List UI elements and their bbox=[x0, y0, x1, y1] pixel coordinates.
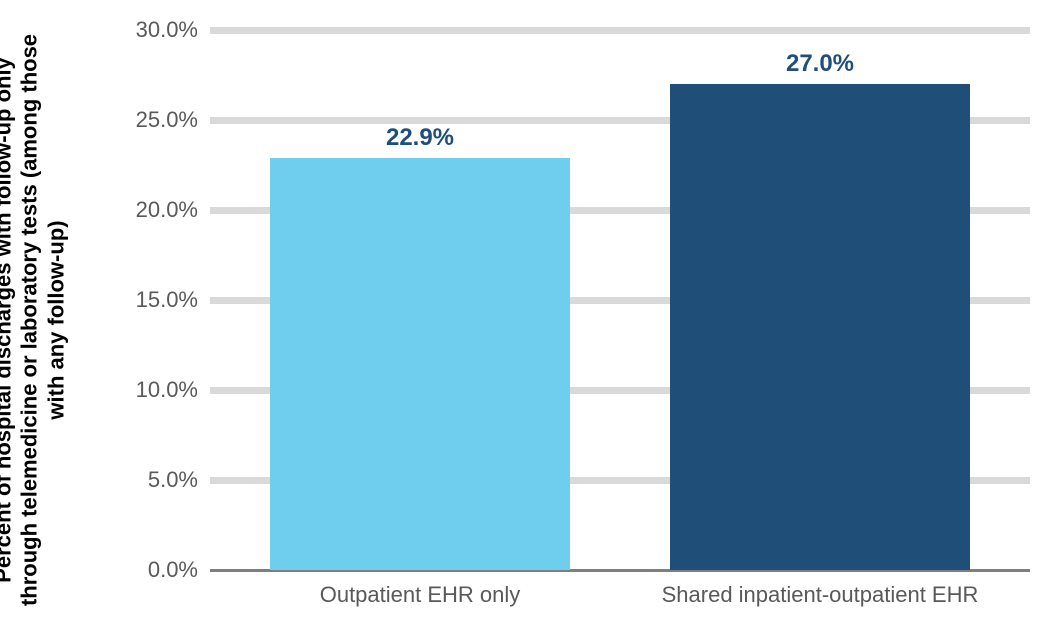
ytick-label: 0.0% bbox=[148, 557, 198, 583]
ytick-label: 15.0% bbox=[136, 287, 198, 313]
y-axis-label: Percent of hospital discharges with foll… bbox=[0, 20, 70, 620]
bar-outpatient: 22.9% bbox=[270, 158, 570, 570]
ytick-label: 20.0% bbox=[136, 197, 198, 223]
ytick-label: 5.0% bbox=[148, 467, 198, 493]
bar-shared: 27.0% bbox=[670, 84, 970, 570]
ytick-label: 10.0% bbox=[136, 377, 198, 403]
plot-area: 30.0% 25.0% 20.0% 15.0% 10.0% 5.0% 0.0% … bbox=[210, 30, 1030, 570]
ytick-label: 30.0% bbox=[136, 17, 198, 43]
bar-value-label: 27.0% bbox=[786, 50, 854, 78]
bar-value-label: 22.9% bbox=[386, 124, 454, 152]
gridline bbox=[210, 27, 1030, 34]
x-tick-label: Shared inpatient-outpatient EHR bbox=[662, 582, 979, 608]
x-tick-label: Outpatient EHR only bbox=[320, 582, 521, 608]
chart-container: Percent of hospital discharges with foll… bbox=[0, 0, 1050, 639]
ytick-label: 25.0% bbox=[136, 107, 198, 133]
